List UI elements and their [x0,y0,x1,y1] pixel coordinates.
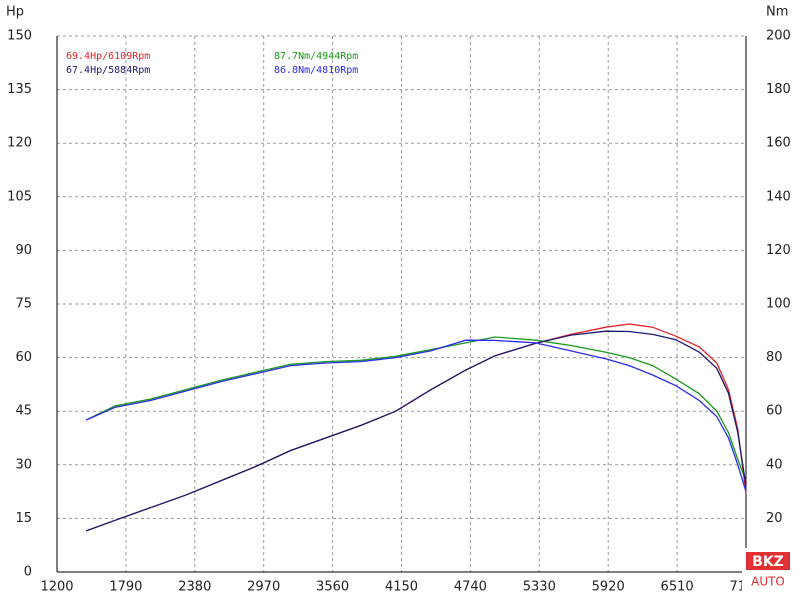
y2-tick-label: 120 [766,243,791,258]
y2-tick-label: 140 [766,189,791,204]
line [85,336,747,482]
y2-tick-label: 100 [766,297,791,312]
legend-label: 86.8Nm/4810Rpm [274,65,358,76]
x-tick-label: 3560 [316,580,349,595]
y2-tick-label: 40 [766,457,783,472]
x-tick-label: 5330 [523,580,556,595]
x-tick-label: 1790 [109,580,142,595]
y-tick-label: 120 [7,136,32,151]
y2-tick-label: 180 [766,82,791,97]
y-tick-label: 150 [7,29,32,44]
x-tick-label: 2970 [247,580,280,595]
legend-label: 67.4Hp/5884Rpm [66,65,150,76]
y-tick-label: 75 [15,297,32,312]
y-tick-label: 135 [7,82,32,97]
line [85,323,747,532]
x-tick-label: 1200 [40,580,73,595]
y2-tick-label: 60 [766,404,783,419]
y-axis-label: Hp [6,5,24,20]
logo-box [746,552,790,570]
y2-tick-label: 160 [766,136,791,151]
y-tick-label: 15 [15,511,32,526]
legend-label: 87.7Nm/4944Rpm [274,51,358,62]
y-tick-label: 105 [7,189,32,204]
line [85,330,747,532]
x-tick-label: 5920 [592,580,625,595]
y-tick-label: 0 [24,565,32,580]
x-tick-label: 4740 [454,580,487,595]
y2-tick-label: 20 [766,511,783,526]
logo-top: BKZ [752,554,784,570]
line [85,339,747,492]
y-tick-label: 60 [15,350,32,365]
y2-axis-label: Nm [766,5,788,20]
x-tick-label: 2380 [178,580,211,595]
y-tick-label: 45 [15,404,32,419]
legend-label: 69.4Hp/6109Rpm [66,51,150,62]
y2-tick-label: 200 [766,29,791,44]
logo-bottom: AUTO [751,575,785,589]
y2-tick-label: 80 [766,350,783,365]
x-tick-label: 6510 [661,580,694,595]
y-tick-label: 90 [15,243,32,258]
y-tick-label: 30 [15,457,32,472]
x-tick-label: 4150 [385,580,418,595]
